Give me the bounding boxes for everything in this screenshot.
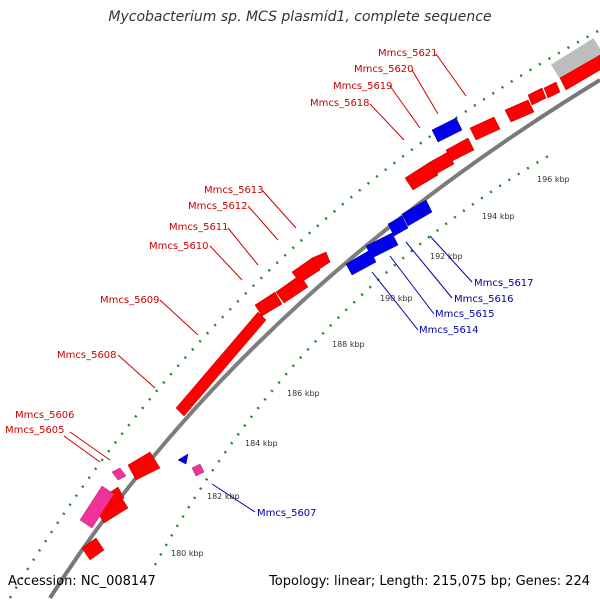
gene-label-mmcs-5615[interactable]: Mmcs_5615	[435, 309, 495, 320]
cds-segment	[105, 486, 125, 507]
gene-label-mmcs-5612[interactable]: Mmcs_5612	[188, 201, 248, 212]
cds-segment	[401, 199, 433, 227]
gene-label-mmcs-5620[interactable]: Mmcs_5620	[354, 64, 414, 75]
backbone-arc	[48, 78, 600, 600]
ruler-tick-180: 180 kbp	[171, 549, 204, 558]
gene-label-mmcs-5619[interactable]: Mmcs_5619	[333, 81, 393, 92]
pseudo-gene-segment	[111, 467, 127, 481]
cds-segment	[429, 151, 455, 175]
ruler-tick-194: 194 kbp	[482, 212, 515, 221]
ruler-tick-182: 182 kbp	[207, 492, 240, 501]
cds-segment	[127, 451, 161, 481]
reverse-gene-labels: Mmcs_5607 Mmcs_5614 Mmcs_5615 Mmcs_5616 …	[211, 235, 534, 519]
ruler-tick-labels: 180 kbp 182 kbp 184 kbp 186 kbp 188 kbp …	[171, 175, 570, 558]
pseudo-gene-segment	[79, 485, 115, 529]
gc-dots-inner	[153, 153, 551, 566]
gene-label-mmcs-5613[interactable]: Mmcs_5613	[204, 185, 264, 196]
topology-summary: Topology: linear; Length: 215,075 bp; Ge…	[269, 574, 590, 589]
cds-segment	[387, 215, 409, 237]
gene-label-mmcs-5618[interactable]: Mmcs_5618	[310, 98, 370, 109]
gene-label-mmcs-5606[interactable]: Mmcs_5606	[15, 410, 75, 421]
pseudo-gene-track	[79, 463, 205, 529]
forward-cds-track	[81, 54, 600, 561]
accession-label: Accession: NC_008147	[8, 574, 156, 589]
cds-segment	[81, 537, 105, 561]
cds-segment	[559, 54, 600, 91]
ruler-tick-190: 190 kbp	[380, 294, 413, 303]
gene-label-mmcs-5607[interactable]: Mmcs_5607	[257, 508, 317, 519]
ruler-tick-184: 184 kbp	[245, 439, 278, 448]
cds-segment	[311, 251, 331, 271]
cds-segment	[177, 453, 189, 465]
cds-segment	[365, 232, 399, 259]
gene-label-mmcs-5605[interactable]: Mmcs_5605	[5, 425, 65, 436]
gene-label-mmcs-5610[interactable]: Mmcs_5610	[149, 241, 209, 252]
gene-label-mmcs-5614[interactable]: Mmcs_5614	[419, 325, 479, 336]
gene-label-mmcs-5616[interactable]: Mmcs_5616	[454, 294, 514, 305]
cds-segment	[527, 87, 547, 106]
cds-segment	[445, 137, 475, 162]
gene-label-mmcs-5609[interactable]: Mmcs_5609	[100, 295, 160, 306]
ruler-tick-192: 192 kbp	[430, 252, 463, 261]
grey-gene-segment	[551, 38, 600, 80]
cds-segment	[404, 161, 439, 191]
cds-segment	[469, 116, 501, 141]
cds-segment	[254, 291, 283, 317]
cds-segment	[175, 311, 267, 417]
gene-label-mmcs-5621[interactable]: Mmcs_5621	[378, 48, 438, 59]
map-title: Mycobacterium sp. MCS plasmid1, complete…	[108, 9, 492, 25]
cds-segment	[504, 99, 535, 123]
gene-label-mmcs-5611[interactable]: Mmcs_5611	[169, 222, 229, 233]
pseudo-gene-segment	[191, 463, 205, 477]
cds-segment	[431, 117, 463, 143]
gene-label-mmcs-5617[interactable]: Mmcs_5617	[474, 278, 534, 289]
ruler-tick-196: 196 kbp	[537, 175, 570, 184]
forward-gene-labels: Mmcs_5606 Mmcs_5605 Mmcs_5608 Mmcs_5609 …	[5, 48, 467, 463]
ruler-tick-188: 188 kbp	[332, 340, 365, 349]
gc-dots-outer	[8, 28, 600, 599]
cds-segment	[345, 249, 377, 276]
gene-label-mmcs-5608[interactable]: Mmcs_5608	[57, 350, 117, 361]
cds-segment	[291, 257, 321, 284]
reverse-cds-track	[177, 117, 463, 465]
cds-segment	[543, 81, 561, 99]
ruler-tick-186: 186 kbp	[287, 389, 320, 398]
